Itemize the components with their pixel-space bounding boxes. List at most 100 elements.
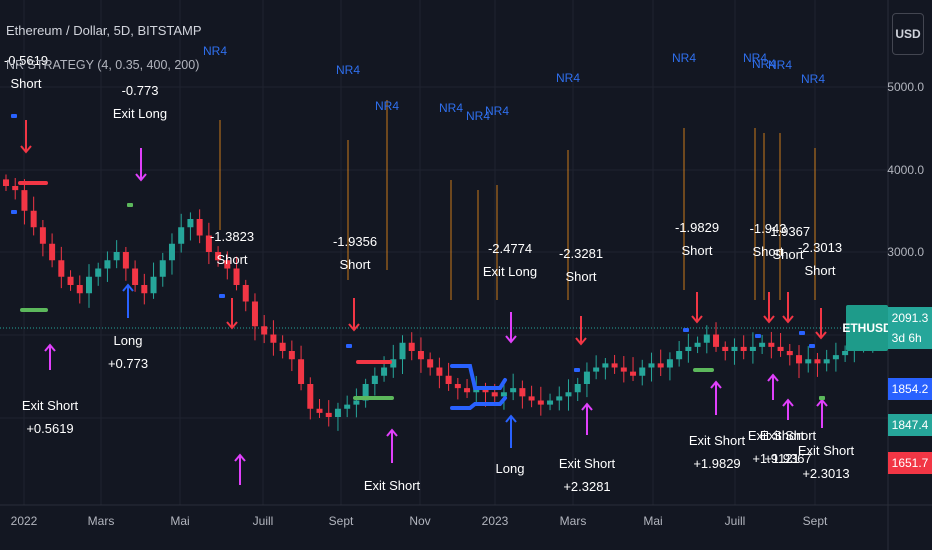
signal-label: +1.9121 — [752, 451, 799, 466]
candle-body — [676, 351, 683, 360]
time-tick-label: Mai — [643, 514, 662, 528]
nr4-label: NR4 — [743, 51, 767, 65]
signal-label: Short — [339, 257, 370, 272]
candle-body — [233, 268, 240, 285]
candle-body — [39, 227, 46, 244]
last-price-text: 2091.3 3d 6h — [891, 311, 929, 345]
signal-label: +2.3013 — [802, 466, 849, 481]
green-dot — [127, 203, 133, 207]
long-arrow-head — [122, 283, 134, 292]
candle-body — [159, 260, 166, 277]
candle-body — [565, 392, 572, 397]
candle-body — [178, 227, 185, 244]
candle-body — [528, 396, 535, 401]
candle-body — [657, 363, 664, 368]
candle-body — [334, 408, 341, 417]
nr-dot — [346, 344, 352, 348]
nr-dot — [574, 368, 580, 372]
candle-body — [685, 346, 692, 351]
signal-label: Exit Short — [760, 428, 817, 443]
candle-body — [547, 400, 554, 405]
exit-arrow-head — [767, 373, 779, 382]
candle-body — [417, 351, 424, 360]
candle-body — [49, 243, 56, 261]
candle-body — [270, 334, 277, 343]
signal-label: +1.9367 — [764, 451, 811, 466]
candle-body — [510, 388, 517, 393]
signal-label: -1.9829 — [675, 220, 719, 235]
candle-body — [362, 384, 369, 401]
candle-body — [796, 355, 803, 364]
nr4-label: NR4 — [439, 101, 463, 115]
candle-body — [823, 359, 830, 364]
signal-label: -1.9367 — [766, 224, 810, 239]
signal-label: -1.3823 — [210, 229, 254, 244]
candle-body — [390, 359, 397, 368]
candle-body — [740, 346, 747, 351]
candle-body — [242, 285, 249, 302]
time-tick-label: 2022 — [11, 514, 38, 528]
exit-long-arrow-head — [135, 173, 147, 182]
candle-body — [196, 219, 203, 236]
short-arrow-head — [226, 321, 238, 330]
exit-arrow-head — [234, 453, 246, 462]
candle-body — [325, 412, 332, 417]
price-tick-label: 5000.0 — [887, 80, 924, 94]
signal-label: Exit Short — [22, 398, 79, 413]
signal-label: -0.773 — [122, 83, 159, 98]
candle-body — [786, 351, 793, 356]
candle-body — [261, 326, 268, 335]
candle-body — [21, 190, 28, 211]
nr4-label: NR4 — [203, 44, 227, 58]
candle-body — [666, 359, 673, 368]
short-arrow-head — [782, 315, 794, 324]
candle-body — [168, 243, 175, 261]
candle-body — [353, 400, 360, 405]
nr-band-lower — [450, 396, 507, 410]
price-tag-red: 1651.7 — [888, 452, 932, 474]
nr-dot — [219, 294, 225, 298]
candle-body — [104, 260, 111, 269]
exit-arrow-head — [44, 343, 56, 352]
nr4-label: NR4 — [556, 71, 580, 85]
time-tick-label: Mai — [170, 514, 189, 528]
time-tick-label: Nov — [409, 514, 430, 528]
candle-body — [556, 396, 563, 401]
candle-body — [445, 375, 452, 384]
signal-label: Short — [752, 244, 783, 259]
candle-body — [141, 285, 148, 294]
nr-dot — [755, 334, 761, 338]
signal-label: Long — [496, 461, 525, 476]
signal-label: Exit Long — [113, 106, 167, 121]
short-arrow-head — [815, 331, 827, 340]
candle-body — [408, 342, 415, 351]
currency-button[interactable]: USD — [892, 13, 924, 55]
price-tick-label: 4000.0 — [887, 163, 924, 177]
candle-body — [279, 342, 286, 351]
time-tick-label: Mars — [88, 514, 115, 528]
signal-label: -2.3013 — [798, 240, 842, 255]
signal-label: Short — [772, 247, 803, 262]
candle-body — [307, 384, 314, 409]
candle-body — [316, 408, 323, 413]
candle-body — [436, 367, 443, 376]
candle-body — [805, 359, 812, 364]
nr4-label: NR4 — [801, 72, 825, 86]
signal-label: +1.9829 — [693, 456, 740, 471]
green-dot — [819, 396, 825, 400]
candle-body — [694, 342, 701, 347]
short-arrow-head — [763, 315, 775, 324]
exit-arrow-head — [581, 402, 593, 411]
nr-dot — [809, 344, 815, 348]
time-tick-label: Sept — [329, 514, 354, 528]
candle-body — [602, 363, 609, 368]
candle-body — [251, 301, 258, 327]
chart-legend: Ethereum / Dollar, 5D, BITSTAMP NR STRAT… — [6, 24, 202, 73]
candle-body — [454, 384, 461, 389]
candle-body — [574, 384, 581, 393]
signal-label: +0.773 — [108, 356, 148, 371]
time-tick-label: Juill — [725, 514, 746, 528]
candle-body — [381, 367, 388, 376]
signal-label: Short — [565, 269, 596, 284]
